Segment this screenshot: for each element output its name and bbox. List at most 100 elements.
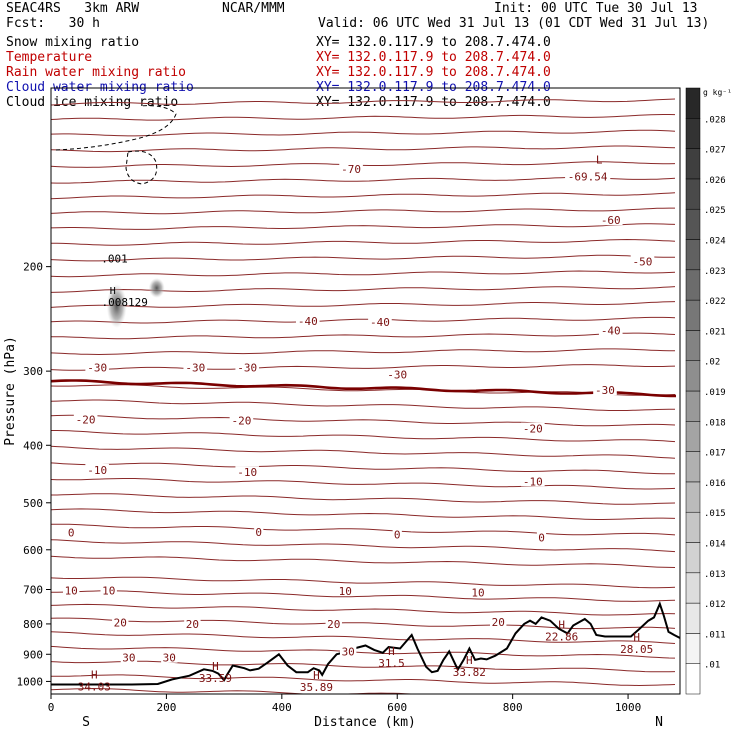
isotherm-label: -40 (298, 315, 318, 328)
model-title: SEAC4RS 3km ARW (6, 1, 140, 16)
isotherm-line (51, 445, 676, 459)
colorbar-label: .02 (704, 358, 720, 368)
isotherm-line (51, 576, 676, 589)
isotherm-label: -20 (523, 423, 543, 436)
cloud-ice-shading (148, 277, 165, 298)
colorbar-swatch (685, 118, 701, 149)
colorbar-swatch (685, 421, 701, 452)
isotherm-line (51, 223, 676, 230)
isotherm-line (51, 384, 676, 396)
isotherm-line (51, 508, 676, 520)
field-name-cloud-ice: Cloud ice mixing ratio (6, 95, 179, 110)
org-title: NCAR/MMM (222, 1, 285, 16)
extremum-value: 35.89 (300, 681, 333, 694)
x-tick-label: 200 (156, 701, 176, 714)
y-tick-label: 400 (23, 439, 43, 452)
isotherm-label: 0 (538, 531, 545, 544)
isotherm-line (51, 145, 676, 153)
y-axis-label: Pressure (hPa) (3, 336, 18, 446)
isotherm-label-bg (254, 525, 264, 537)
colorbar-label: .014 (704, 540, 726, 550)
colorbar-swatch (685, 602, 701, 634)
isotherm-label: -20 (76, 414, 96, 427)
y-tick-label: 1000 (17, 675, 44, 688)
colorbar-label: .028 (704, 115, 726, 125)
isotherm-label-bg (536, 531, 547, 543)
isotherm-label-bg (112, 616, 129, 628)
isotherm-label-bg (521, 475, 545, 487)
forecast-hour: Fcst: 30 h (6, 16, 100, 31)
ice-max-marker: H (110, 286, 116, 297)
extremum-value: 33.82 (453, 666, 486, 679)
cloud-ice-contour (125, 150, 158, 185)
field-name-rain: Rain water mixing ratio (6, 65, 187, 80)
isotherm-label: -40 (601, 324, 621, 337)
isotherm-line (51, 478, 676, 490)
extremum-value: 31.5 (378, 657, 405, 670)
isotherm-line (51, 555, 676, 568)
field-name-cloud-water: Cloud water mixing ratio (6, 80, 194, 95)
extremum-marker: H (466, 654, 473, 667)
isotherm-label: -40 (370, 316, 390, 329)
isotherm-line (51, 270, 676, 278)
isotherm-label-bg (229, 414, 254, 426)
isotherm-label-bg (598, 324, 623, 336)
y-tick-label: 700 (23, 584, 43, 597)
isotherm-line (51, 430, 676, 443)
x-tick-label: 800 (503, 701, 523, 714)
colorbar-label: .019 (704, 388, 726, 398)
extremum-value: 28.05 (620, 643, 653, 656)
isotherm-label-bg (66, 526, 76, 538)
isotherm-label-bg (521, 422, 545, 434)
colorbar-label: .027 (704, 146, 726, 156)
colorbar-label: .015 (704, 509, 726, 519)
colorbar-swatch (685, 330, 701, 361)
isotherm-line (51, 399, 675, 411)
isotherm-label-bg (490, 615, 507, 627)
isotherm-line (51, 192, 676, 200)
freezing-level-line (51, 379, 676, 398)
isotherm-label: 30 (163, 652, 176, 665)
isotherm-label: -50 (633, 255, 653, 268)
isotherm-label-bg (593, 384, 617, 396)
isotherm-label: 0 (255, 526, 262, 539)
valid-time: Valid: 06 UTC Wed 31 Jul 13 (01 CDT Wed … (318, 16, 710, 31)
x-tick-label: 600 (387, 701, 407, 714)
isotherm-label-bg (85, 463, 109, 475)
isotherm-label-bg (62, 584, 80, 596)
x-axis-right-end: N (655, 715, 663, 730)
isotherm-line (51, 539, 676, 553)
isotherm-label: -60 (601, 214, 621, 227)
isotherm-label: -70 (341, 163, 361, 176)
isotherm-label-bg (183, 361, 208, 373)
y-tick-label: 200 (23, 261, 43, 274)
colorbar-label: .026 (704, 176, 726, 186)
colorbar-label: .016 (704, 479, 726, 489)
colorbar-label: .023 (704, 267, 726, 277)
colorbar-label: .018 (704, 418, 726, 428)
isotherm-line (51, 301, 676, 308)
isotherm-label-bg (337, 584, 354, 596)
isotherm-label: -30 (185, 362, 205, 375)
init-time: Init: 00 UTC Tue 30 Jul 13 (494, 1, 698, 16)
isotherm-label-bg (73, 413, 98, 425)
isotherm-line (51, 238, 676, 246)
isotherm-label-bg (100, 584, 117, 596)
colorbar-swatch (685, 269, 701, 301)
isotherm-line (51, 631, 676, 644)
extremum-marker: H (633, 631, 640, 644)
isotherm-label: -10 (523, 475, 543, 488)
isotherm-label: 30 (122, 652, 135, 665)
isotherm-label: 0 (394, 528, 401, 541)
isotherm-line (51, 590, 676, 602)
colorbar-swatch (685, 360, 701, 392)
colorbar-swatch (685, 542, 701, 574)
isotherm-line (51, 316, 676, 324)
isotherm-label: 10 (471, 586, 484, 599)
field-xy-snow: XY= 132.0.117.9 to 208.7.474.0 (316, 35, 551, 50)
colorbar-swatch (685, 208, 701, 240)
extremum-value: 34.03 (78, 680, 111, 693)
isotherm-line (51, 617, 676, 630)
isotherm-label: -69.54 (568, 171, 608, 184)
